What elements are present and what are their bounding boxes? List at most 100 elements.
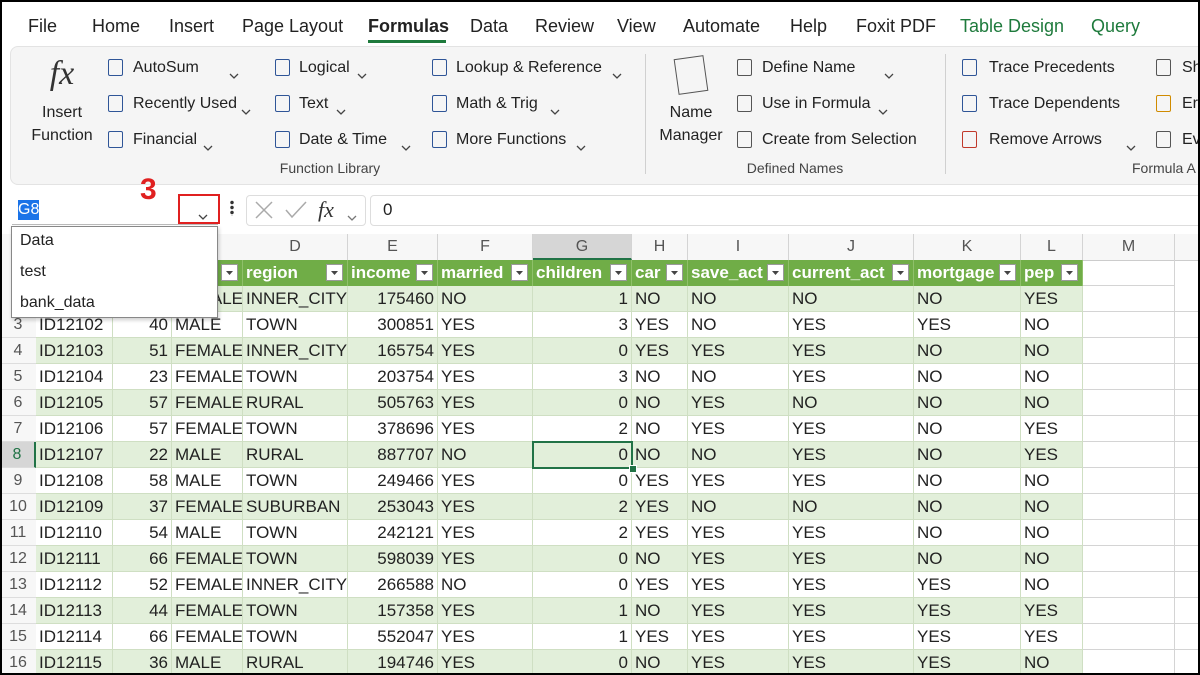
cell[interactable]: YES <box>688 416 789 442</box>
table-header-cell[interactable]: children <box>533 260 632 286</box>
cell[interactable]: YES <box>632 468 688 494</box>
cell[interactable]: YES <box>1021 598 1083 624</box>
cell[interactable]: YES <box>1021 416 1083 442</box>
cell[interactable]: 552047 <box>348 624 438 650</box>
ribbon-button[interactable]: More Functions <box>456 128 566 152</box>
cell[interactable]: YES <box>688 650 789 675</box>
table-header-cell[interactable]: current_act <box>789 260 914 286</box>
cell[interactable]: 242121 <box>348 520 438 546</box>
cell[interactable]: YES <box>1021 624 1083 650</box>
name-list-item[interactable]: bank_data <box>20 291 210 315</box>
cell[interactable]: 0 <box>533 572 632 598</box>
cell[interactable]: 51 <box>113 338 172 364</box>
cell[interactable]: YES <box>632 338 688 364</box>
ribbon-tab[interactable]: View <box>617 14 656 38</box>
cell[interactable] <box>1175 650 1200 675</box>
cell[interactable]: TOWN <box>243 364 348 390</box>
cell[interactable]: NO <box>688 494 789 520</box>
cell[interactable]: NO <box>789 494 914 520</box>
cell[interactable]: NO <box>632 546 688 572</box>
cell[interactable]: NO <box>1021 468 1083 494</box>
cell[interactable]: 3 <box>533 312 632 338</box>
cell[interactable] <box>1083 494 1175 520</box>
cell[interactable] <box>1083 416 1175 442</box>
column-header[interactable]: D <box>243 234 348 260</box>
cell[interactable]: 378696 <box>348 416 438 442</box>
column-header[interactable]: M <box>1083 234 1175 260</box>
cell[interactable]: YES <box>914 650 1021 675</box>
cell[interactable]: YES <box>789 572 914 598</box>
cell[interactable]: 266588 <box>348 572 438 598</box>
ribbon-tab[interactable]: Page Layout <box>242 14 343 38</box>
ribbon-button[interactable]: Ev <box>1182 128 1200 152</box>
cell[interactable] <box>1175 468 1200 494</box>
cell[interactable]: MALE <box>172 442 243 468</box>
cell[interactable]: NO <box>438 572 533 598</box>
cell[interactable] <box>1083 598 1175 624</box>
cell[interactable]: TOWN <box>243 598 348 624</box>
cell[interactable]: RURAL <box>243 650 348 675</box>
ribbon-tab[interactable]: Home <box>92 14 140 38</box>
cell[interactable] <box>1083 364 1175 390</box>
ribbon-tab[interactable]: Query <box>1091 14 1140 38</box>
cell[interactable]: 505763 <box>348 390 438 416</box>
cell[interactable]: YES <box>438 520 533 546</box>
cell[interactable]: NO <box>688 442 789 468</box>
cell[interactable] <box>1175 286 1200 312</box>
ribbon-button[interactable]: Date & Time <box>299 128 387 152</box>
cell[interactable] <box>1175 312 1200 338</box>
filter-button[interactable] <box>892 264 909 281</box>
cell[interactable]: 203754 <box>348 364 438 390</box>
cell[interactable]: ID12111 <box>36 546 113 572</box>
cell[interactable]: YES <box>789 598 914 624</box>
name-manager-label[interactable]: Manager <box>659 124 722 148</box>
table-header-cell[interactable]: save_act <box>688 260 789 286</box>
cell[interactable]: 165754 <box>348 338 438 364</box>
cell[interactable]: 887707 <box>348 442 438 468</box>
cell[interactable]: NO <box>1021 390 1083 416</box>
cell[interactable]: TOWN <box>243 546 348 572</box>
row-header[interactable]: 7 <box>0 416 36 442</box>
cell[interactable]: YES <box>688 468 789 494</box>
row-header[interactable]: 9 <box>0 468 36 494</box>
cell[interactable] <box>1175 520 1200 546</box>
table-header-cell[interactable]: married <box>438 260 533 286</box>
ribbon-tab[interactable]: Data <box>470 14 508 38</box>
cell[interactable]: FEMALE <box>172 494 243 520</box>
cell[interactable]: YES <box>789 338 914 364</box>
cell[interactable]: ID12109 <box>36 494 113 520</box>
cell[interactable]: YES <box>438 416 533 442</box>
filter-button[interactable] <box>511 264 528 281</box>
cell[interactable]: RURAL <box>243 442 348 468</box>
cell[interactable]: 52 <box>113 572 172 598</box>
cell[interactable]: ID12115 <box>36 650 113 675</box>
cell[interactable]: NO <box>914 468 1021 494</box>
cell[interactable]: YES <box>632 624 688 650</box>
cell[interactable]: FEMALE <box>172 416 243 442</box>
cell[interactable]: 2 <box>533 520 632 546</box>
cell[interactable]: NO <box>914 338 1021 364</box>
ribbon-button[interactable]: Lookup & Reference <box>456 56 602 80</box>
cell[interactable]: 1 <box>533 286 632 312</box>
cell[interactable]: YES <box>438 624 533 650</box>
cell[interactable]: YES <box>438 312 533 338</box>
cell[interactable]: NO <box>632 286 688 312</box>
row-header[interactable]: 15 <box>0 624 36 650</box>
cell[interactable]: NO <box>1021 312 1083 338</box>
cell[interactable] <box>1175 546 1200 572</box>
cell[interactable]: YES <box>688 520 789 546</box>
cell[interactable]: YES <box>688 598 789 624</box>
cell[interactable]: RURAL <box>243 390 348 416</box>
cell[interactable]: FEMALE <box>172 624 243 650</box>
cell[interactable] <box>1083 572 1175 598</box>
cell[interactable]: NO <box>632 390 688 416</box>
name-list-item[interactable]: test <box>20 260 210 284</box>
cell[interactable]: YES <box>914 572 1021 598</box>
fx-icon[interactable]: fx <box>50 62 75 86</box>
cell[interactable]: FEMALE <box>172 364 243 390</box>
name-manager-label[interactable]: Name <box>670 101 713 125</box>
ribbon-tab[interactable]: Foxit PDF <box>856 14 936 38</box>
row-header[interactable]: 10 <box>0 494 36 520</box>
cell[interactable]: YES <box>438 390 533 416</box>
ribbon-button[interactable]: Recently Used <box>133 92 237 116</box>
